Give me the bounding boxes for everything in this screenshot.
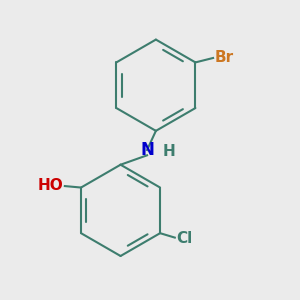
Text: N: N (140, 141, 154, 159)
Text: H: H (162, 144, 175, 159)
Text: Cl: Cl (176, 231, 193, 246)
Text: Br: Br (214, 50, 234, 64)
Text: HO: HO (38, 178, 63, 193)
